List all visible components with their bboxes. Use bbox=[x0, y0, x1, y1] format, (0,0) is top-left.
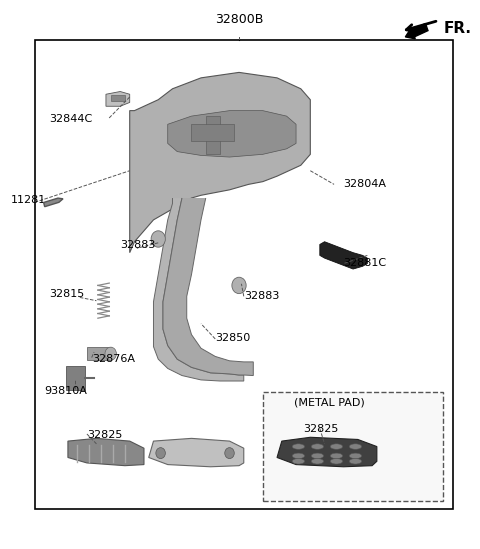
Bar bbox=[35, 40, 453, 509]
Text: 32844C: 32844C bbox=[49, 114, 92, 124]
Polygon shape bbox=[149, 438, 244, 467]
Ellipse shape bbox=[330, 453, 343, 458]
Ellipse shape bbox=[292, 458, 305, 464]
FancyArrow shape bbox=[406, 24, 428, 39]
Bar bbox=[111, 96, 125, 101]
Bar bbox=[66, 366, 84, 390]
Ellipse shape bbox=[311, 444, 324, 449]
Circle shape bbox=[151, 231, 165, 247]
Polygon shape bbox=[320, 242, 367, 269]
Text: 32883: 32883 bbox=[244, 291, 279, 301]
Ellipse shape bbox=[311, 453, 324, 458]
Text: 11281: 11281 bbox=[11, 195, 46, 205]
Polygon shape bbox=[130, 72, 310, 253]
Polygon shape bbox=[106, 92, 130, 107]
Circle shape bbox=[232, 277, 246, 294]
Polygon shape bbox=[168, 111, 296, 157]
PathPatch shape bbox=[163, 198, 253, 376]
Circle shape bbox=[105, 347, 117, 360]
Text: 93810A: 93810A bbox=[44, 385, 87, 396]
Text: 32883: 32883 bbox=[120, 240, 156, 250]
Text: 32876A: 32876A bbox=[92, 354, 135, 364]
Text: 32825: 32825 bbox=[87, 430, 122, 440]
Ellipse shape bbox=[311, 458, 324, 464]
Circle shape bbox=[156, 447, 165, 458]
Bar bbox=[263, 392, 444, 501]
Bar bbox=[192, 124, 234, 141]
Ellipse shape bbox=[292, 453, 305, 458]
Text: FR.: FR. bbox=[444, 20, 471, 36]
Text: (METAL PAD): (METAL PAD) bbox=[294, 397, 364, 407]
Polygon shape bbox=[277, 437, 377, 467]
Bar bbox=[206, 116, 220, 154]
Ellipse shape bbox=[349, 444, 361, 449]
PathPatch shape bbox=[154, 198, 244, 381]
Text: 32800B: 32800B bbox=[215, 13, 263, 26]
Text: 32825: 32825 bbox=[303, 424, 338, 434]
Text: 32815: 32815 bbox=[49, 289, 84, 299]
Polygon shape bbox=[68, 438, 144, 466]
Ellipse shape bbox=[330, 458, 343, 464]
Text: 32850: 32850 bbox=[215, 333, 251, 343]
Bar bbox=[87, 347, 111, 360]
Ellipse shape bbox=[349, 453, 361, 458]
Circle shape bbox=[225, 447, 234, 458]
Ellipse shape bbox=[292, 444, 305, 449]
Text: 32881C: 32881C bbox=[344, 259, 387, 268]
Ellipse shape bbox=[330, 444, 343, 449]
Text: 32804A: 32804A bbox=[344, 179, 386, 189]
Ellipse shape bbox=[349, 458, 361, 464]
FancyArrow shape bbox=[44, 198, 63, 206]
